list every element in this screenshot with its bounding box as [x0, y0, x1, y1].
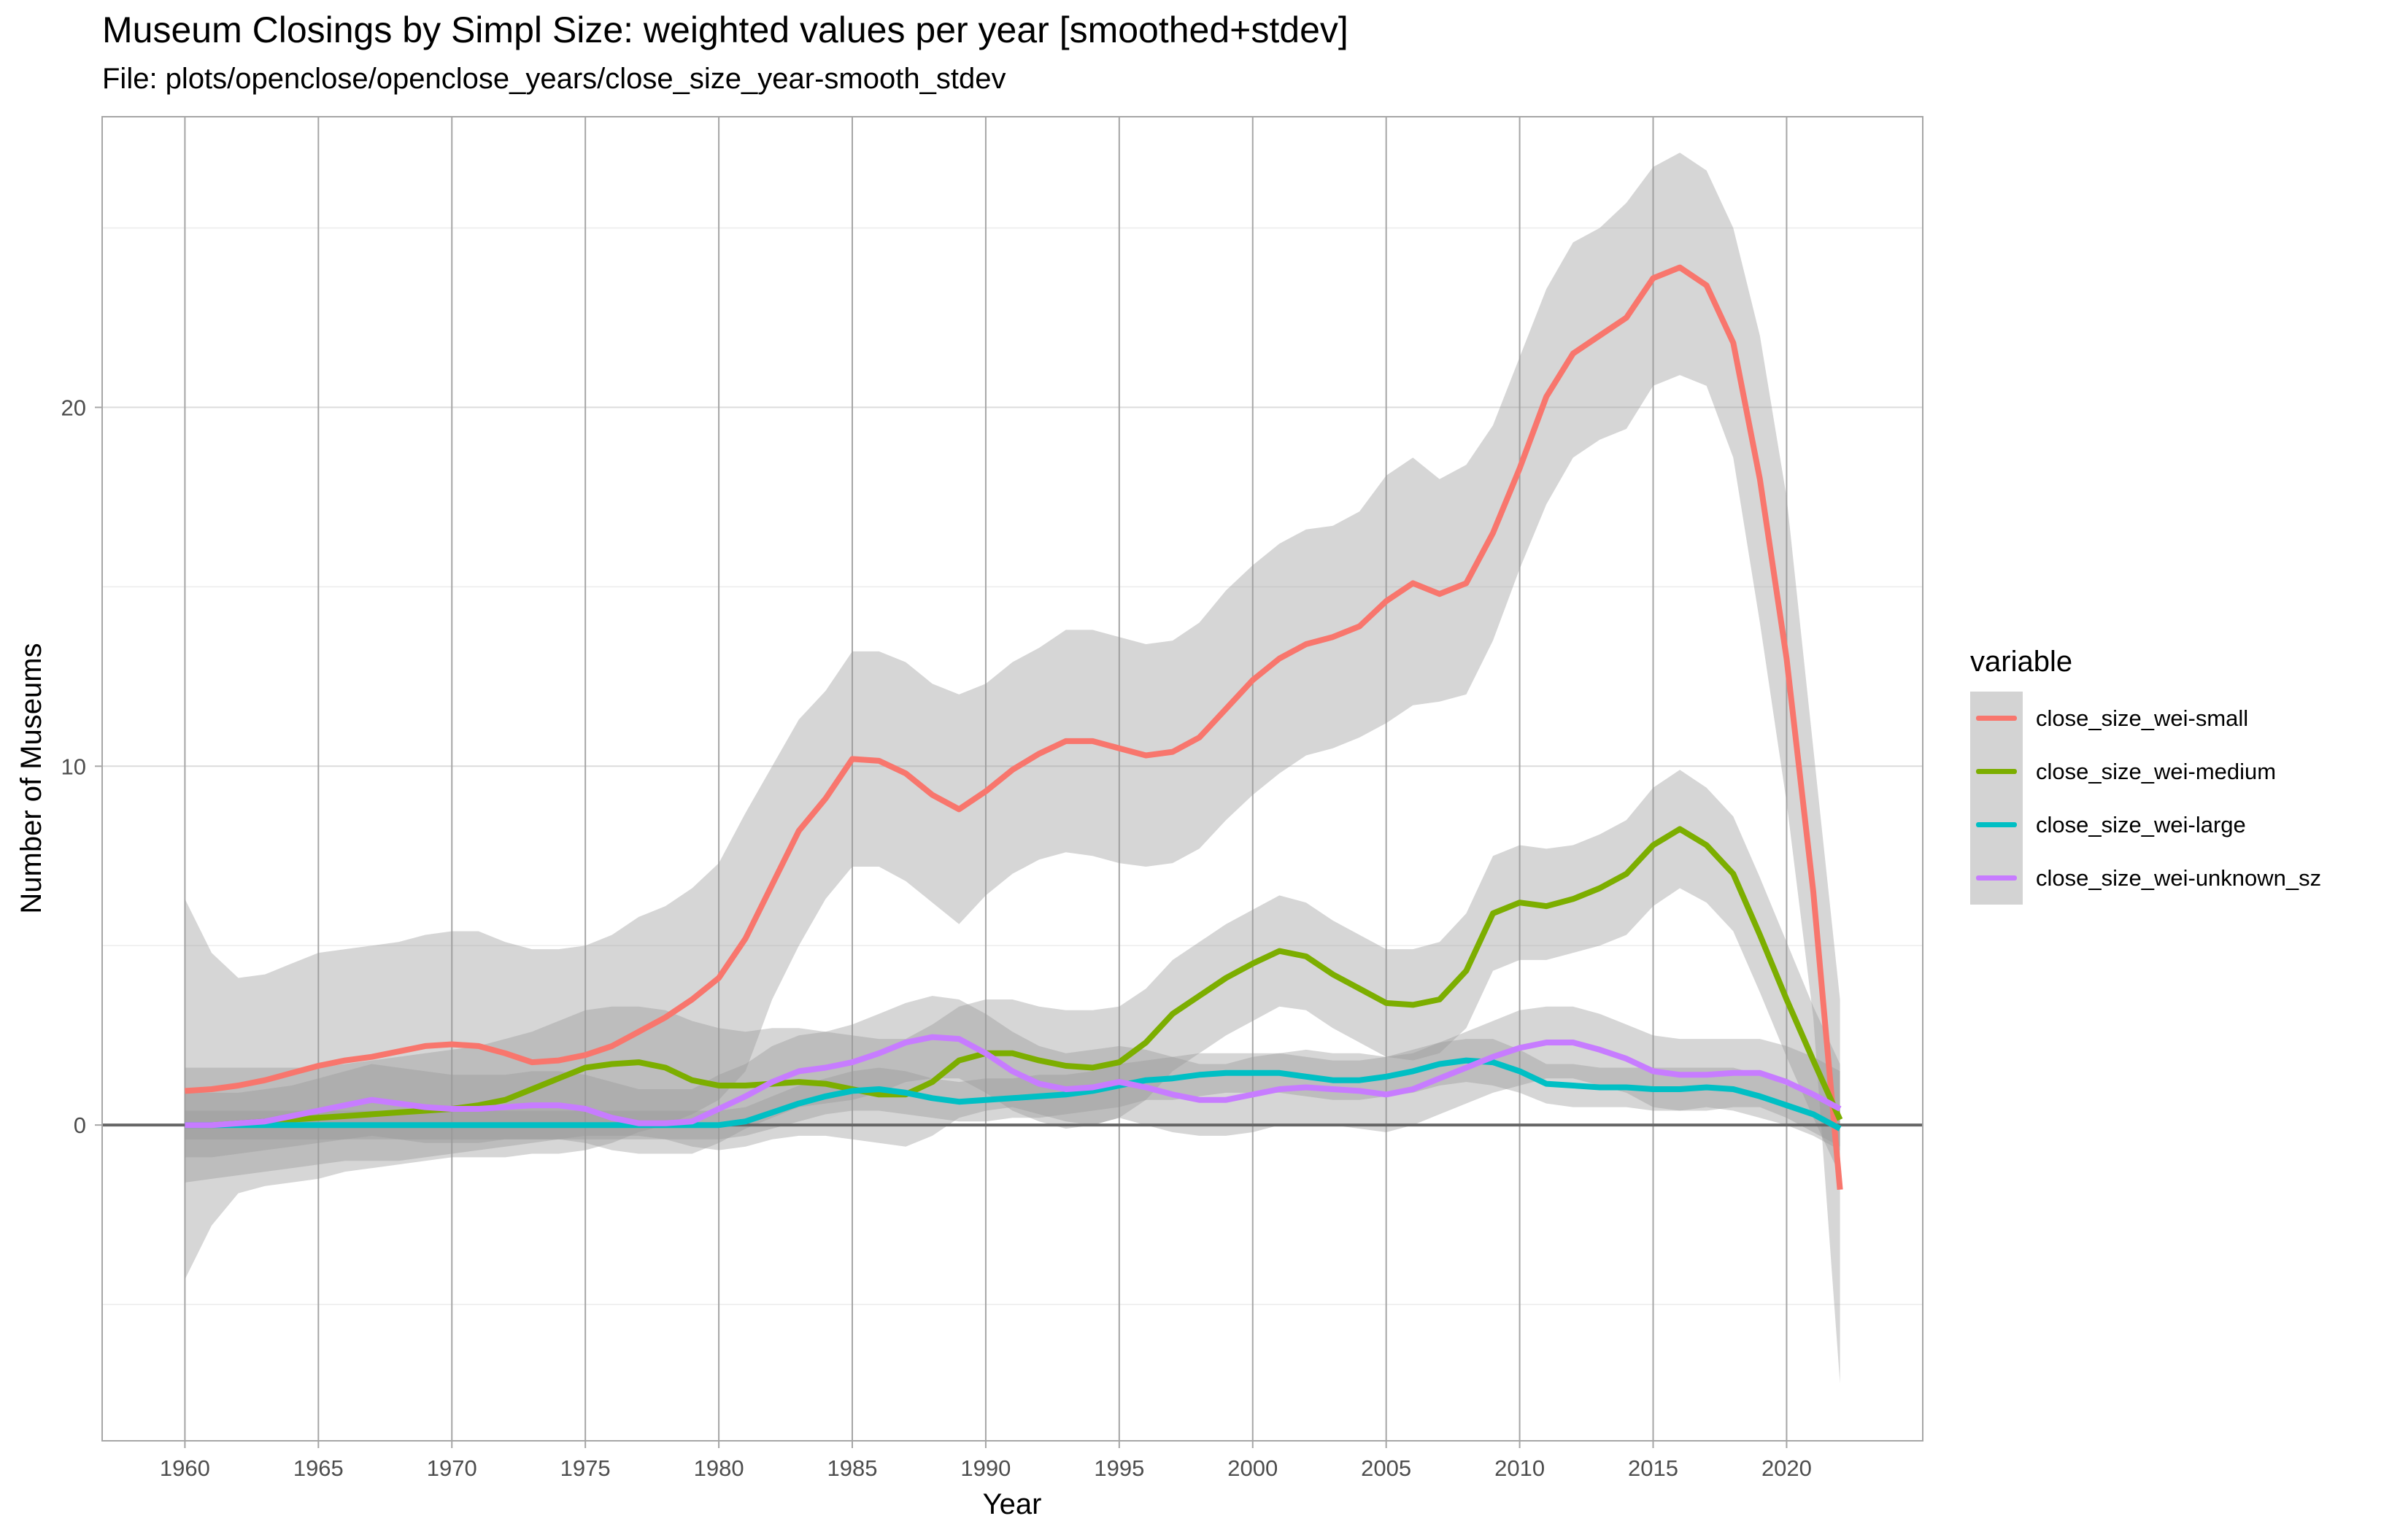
legend-item: close_size_wei-unknown_sz — [1970, 851, 2321, 905]
legend-item: close_size_wei-small — [1970, 692, 2321, 745]
series-line — [185, 264, 1843, 1191]
series-line — [185, 1034, 1842, 1129]
legend-swatch — [1976, 716, 2017, 721]
legend-key — [1970, 851, 2023, 905]
x-tick-label: 2010 — [1494, 1455, 1545, 1481]
legend-swatch — [1976, 875, 2017, 881]
series-line — [185, 1057, 1842, 1131]
legend: variable close_size_wei-small close_size_… — [1970, 646, 2321, 905]
axis-ticks: 1960 1965 1970 1975 1980 1985 1990 1995 2000 2005… — [61, 395, 1812, 1481]
x-tick-label: 1965 — [293, 1455, 344, 1481]
legend-swatch — [1976, 769, 2017, 774]
y-axis-title: Number of Museums — [15, 643, 47, 913]
x-tick-label: 1980 — [694, 1455, 744, 1481]
legend-item: close_size_wei-medium — [1970, 745, 2321, 798]
legend-swatch — [1976, 822, 2017, 827]
legend-title: variable — [1970, 646, 2073, 678]
y-tick-label: 0 — [74, 1113, 86, 1138]
x-tick-label: 1970 — [427, 1455, 477, 1481]
series-lines — [185, 264, 1843, 1191]
legend-label: close_size_wei-small — [2036, 705, 2249, 731]
x-tick-label: 2015 — [1628, 1455, 1678, 1481]
legend-key — [1970, 692, 2023, 745]
legend-items: close_size_wei-small close_size_wei-mediu… — [1970, 692, 2321, 905]
x-tick-label: 2005 — [1361, 1455, 1411, 1481]
x-tick-label: 2000 — [1227, 1455, 1278, 1481]
x-axis-title: Year — [983, 1488, 1042, 1520]
legend-label: close_size_wei-unknown_sz — [2036, 864, 2322, 891]
x-tick-label: 2020 — [1761, 1455, 1812, 1481]
x-tick-label: 1985 — [827, 1455, 878, 1481]
plot-border — [101, 116, 1923, 1442]
legend-label: close_size_wei-large — [2036, 811, 2246, 837]
y-tick-label: 20 — [61, 395, 86, 420]
stdev-band — [185, 770, 1840, 1183]
legend-key — [1970, 745, 2023, 798]
stdev-band — [185, 996, 1840, 1158]
chart-title: Museum Closings by Simpl Size: weighted … — [102, 9, 1348, 50]
x-tick-label: 1995 — [1094, 1455, 1144, 1481]
y-tick-label: 10 — [61, 754, 86, 779]
plot-panel — [102, 117, 1923, 1441]
x-tick-label: 1960 — [160, 1455, 210, 1481]
x-tick-label: 1975 — [560, 1455, 611, 1481]
legend-key — [1970, 798, 2023, 851]
x-tick-label: 1990 — [960, 1455, 1011, 1481]
legend-item: close_size_wei-large — [1970, 798, 2321, 851]
legend-label: close_size_wei-medium — [2036, 758, 2277, 784]
chart-subtitle: File: plots/openclose/openclose_years/cl… — [102, 63, 1006, 95]
